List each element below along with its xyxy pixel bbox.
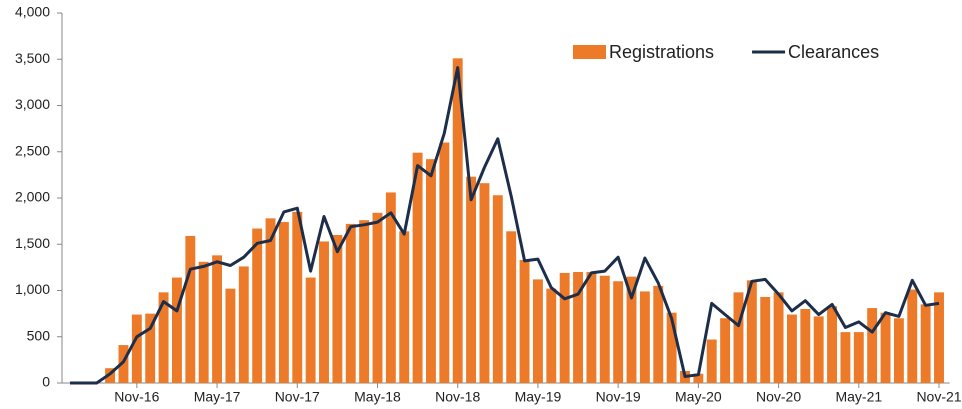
bar [840, 332, 851, 383]
bar [773, 292, 784, 383]
x-tick-label: Nov-21 [916, 389, 961, 405]
bar [800, 309, 811, 383]
bar [372, 212, 383, 383]
bar [145, 313, 156, 383]
bar [706, 339, 717, 383]
bar [171, 277, 182, 383]
legend-label: Registrations [609, 42, 714, 62]
bar [893, 318, 904, 383]
x-tick-label: May-21 [835, 389, 882, 405]
x-tick-label: Nov-18 [435, 389, 480, 405]
bar [265, 218, 276, 383]
bar [880, 312, 891, 383]
bar [519, 259, 530, 383]
bar [573, 272, 583, 383]
y-tick-label: 4,000 [15, 4, 50, 20]
bar [746, 280, 757, 383]
y-tick-label: 1,500 [15, 235, 50, 251]
x-tick-label: Nov-16 [114, 389, 159, 405]
bar [426, 159, 436, 383]
y-tick-label: 3,000 [15, 96, 50, 112]
bar [532, 279, 543, 383]
bar [412, 152, 423, 383]
line [70, 66, 940, 385]
bar [212, 255, 222, 383]
x-tick-label: May-20 [675, 389, 722, 405]
bar [198, 261, 209, 383]
bar [586, 272, 597, 383]
bar [479, 183, 490, 383]
x-tick-label: May-18 [354, 389, 401, 405]
bar [185, 235, 196, 383]
x-tick-label: Nov-19 [596, 389, 641, 405]
legend-swatch [573, 45, 606, 59]
bar [158, 292, 169, 383]
x-tick-label: May-17 [194, 389, 241, 405]
bar [225, 288, 236, 383]
bar [546, 288, 557, 383]
bar [693, 373, 704, 383]
y-tick-label: 2,000 [15, 189, 50, 205]
x-tick-label: Nov-17 [275, 389, 320, 405]
bar [385, 192, 396, 383]
y-tick-label: 2,500 [15, 142, 50, 158]
bar [506, 231, 517, 383]
bar [867, 308, 878, 383]
bar [653, 285, 664, 383]
bar [827, 306, 838, 383]
bar [907, 289, 918, 383]
bar [439, 142, 450, 383]
bar [559, 272, 570, 383]
y-tick-label: 1,000 [15, 281, 50, 297]
bar [466, 176, 477, 383]
bar [452, 58, 463, 383]
bar [118, 345, 129, 383]
bar [787, 314, 797, 383]
bar [599, 275, 610, 383]
bar [345, 223, 356, 383]
bar [492, 195, 503, 383]
bar [359, 220, 370, 383]
y-tick-label: 500 [27, 327, 51, 343]
bar [332, 235, 343, 383]
x-tick-label: Nov-20 [756, 389, 801, 405]
bar [292, 211, 303, 383]
y-tick-label: 0 [42, 374, 50, 390]
bar [920, 304, 931, 383]
bar [760, 296, 771, 383]
bar [666, 312, 677, 383]
bar [399, 231, 410, 383]
bar [319, 241, 329, 383]
bar [305, 277, 316, 383]
bar [639, 291, 650, 383]
bar [613, 281, 624, 383]
bar [813, 316, 824, 383]
x-tick-label: May-19 [515, 389, 562, 405]
bar [720, 318, 731, 383]
bar [733, 292, 744, 383]
bar [853, 332, 864, 383]
bar [131, 314, 142, 383]
legend-label: Clearances [788, 42, 879, 62]
bar [934, 292, 944, 383]
bar [626, 276, 637, 383]
bar [252, 228, 263, 383]
bar [238, 266, 249, 383]
bar [278, 222, 289, 383]
y-tick-label: 3,500 [15, 50, 50, 66]
